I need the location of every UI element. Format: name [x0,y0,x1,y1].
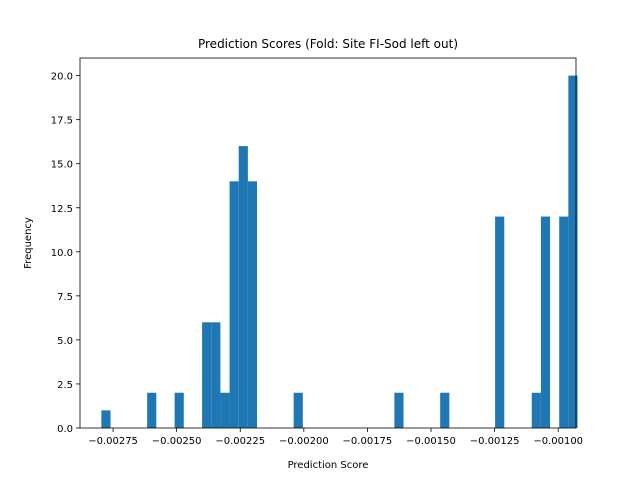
x-tick-label: −0.00175 [343,436,393,447]
histogram-bar-8 [247,181,258,428]
plot-frame [79,57,577,429]
plot-area [80,58,576,428]
x-tick-label: −0.00150 [406,436,456,447]
x-tick-label: −0.00200 [279,436,329,447]
histogram-bar-12 [495,216,505,428]
histogram-bar-14 [540,216,551,428]
y-axis-ticks: 0.0 2.5 5.0 7.5 10.0 12.5 15.0 17.5 20.0 [51,72,80,435]
y-tick-label: 7.5 [57,292,73,303]
y-tick-label: 2.5 [57,380,73,391]
histogram-bar-4 [211,322,221,428]
histogram-bars [101,75,578,429]
x-axis-label: Prediction Score [288,460,369,471]
histogram-bar-6 [229,181,239,428]
histogram-bar-15 [559,216,569,428]
histogram-bar-7 [238,146,248,428]
y-tick-label: 17.5 [51,116,73,127]
x-tick-label: −0.00225 [215,436,265,447]
histogram-bar-5 [220,392,230,428]
y-axis-label: Frequency [23,217,34,269]
histogram-bar-11 [440,392,450,428]
histogram-bar-2 [174,392,184,428]
y-tick-label: 10.0 [51,248,73,259]
histogram-bar-1 [147,392,157,428]
chart-title: Prediction Scores (Fold: Site FI-Sod lef… [198,37,458,51]
histogram-bar-3 [202,322,212,428]
x-tick-label: −0.00275 [88,436,138,447]
histogram-bar-0 [101,410,111,428]
y-tick-label: 15.0 [51,160,73,171]
y-tick-label: 5.0 [57,336,73,347]
x-tick-label: −0.00125 [470,436,520,447]
histogram-bar-16 [568,75,578,429]
x-tick-label: −0.00250 [152,436,202,447]
histogram-bar-9 [293,392,303,428]
x-axis-ticks: −0.00275 −0.00250 −0.00225 −0.00200 −0.00175… [88,428,583,447]
histogram-bar-10 [394,392,404,428]
x-tick-label: −0.00100 [533,436,583,447]
y-tick-label: 0.0 [57,424,73,435]
histogram-bar-13 [531,392,541,428]
y-tick-label: 20.0 [51,72,73,83]
y-tick-label: 12.5 [51,204,73,215]
